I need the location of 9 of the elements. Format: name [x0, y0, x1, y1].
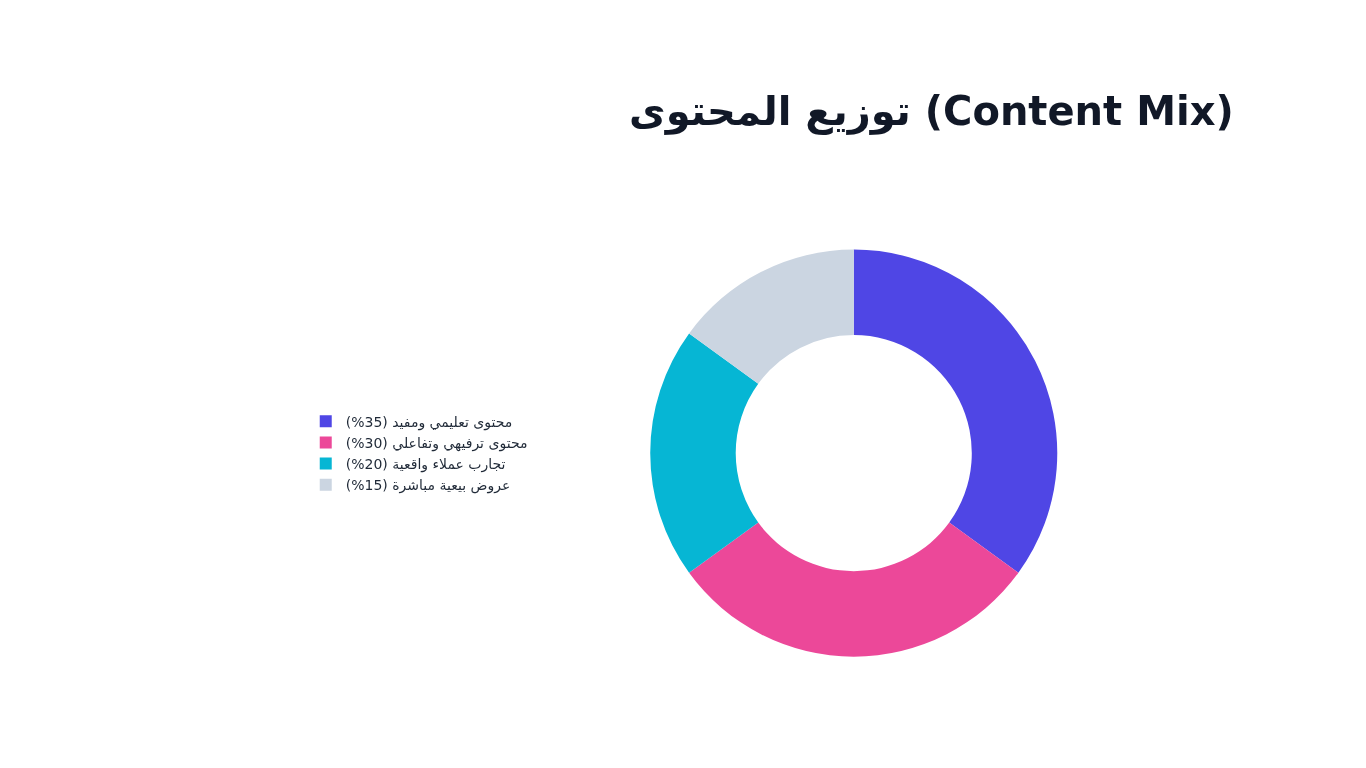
donut-slice — [689, 522, 1019, 657]
legend-label: عروض بيعية مباشرة (15%) — [345, 477, 511, 495]
donut-slice — [689, 249, 854, 384]
legend-label: محتوى ترفيهي وتفاعلي (30%) — [345, 434, 528, 452]
legend-label: محتوى تعليمي ومفيد (35%) — [345, 413, 513, 431]
legend-label: تجارب عملاء واقعية (20%) — [345, 456, 506, 474]
donut-slice — [853, 249, 1058, 573]
chart-title: توزيع المحتوى (Content Mix) — [629, 88, 1234, 135]
donut-slice — [650, 333, 759, 573]
